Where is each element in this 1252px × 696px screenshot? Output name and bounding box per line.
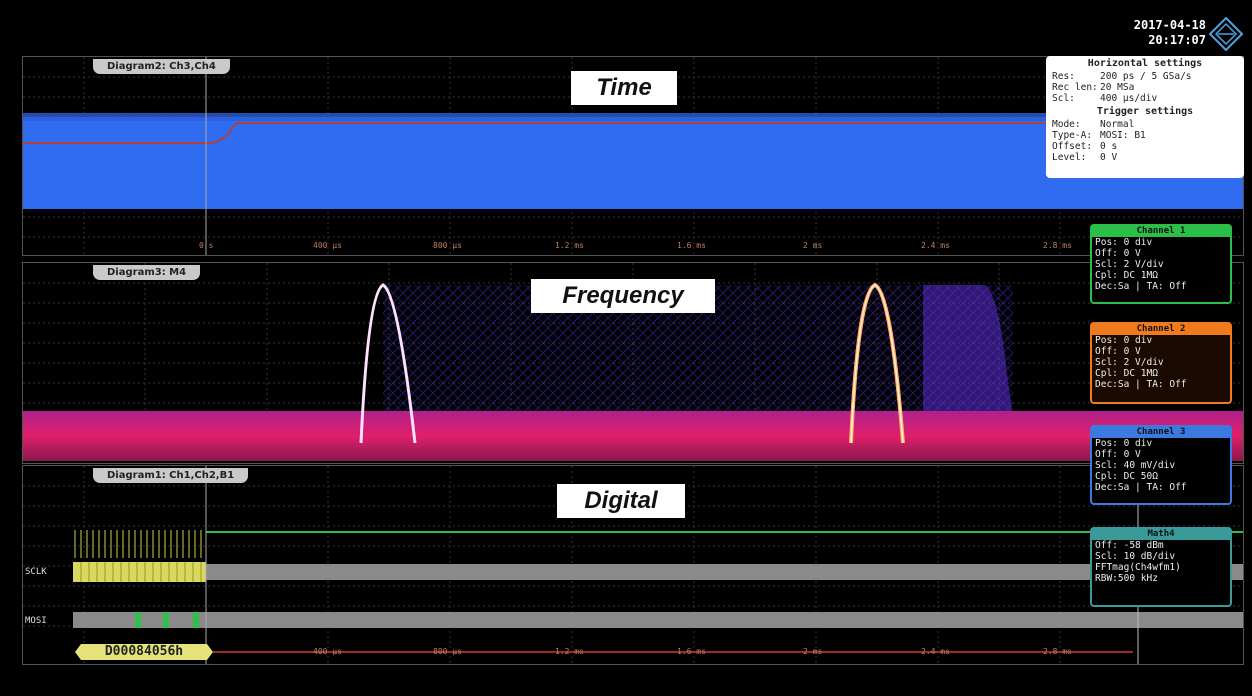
frequency-caption: Frequency (531, 279, 715, 313)
time-axis-label: 1.6 ms (677, 241, 706, 250)
ch4-waveform-band (23, 117, 1243, 209)
settings-row: Mode: Normal (1052, 119, 1135, 130)
settings-row: Res: 200 ps / 5 GSa/s (1052, 71, 1192, 82)
trigger-settings-title: Trigger settings (1096, 106, 1194, 117)
settings-row: Type-A: MOSI: B1 (1052, 130, 1146, 141)
time-axis-label: 2 ms (803, 241, 823, 250)
channel-setting: RBW:500 kHz (1095, 573, 1158, 584)
channel-setting: Cpl: DC 1MΩ (1095, 270, 1158, 281)
sclk-label: SCLK (25, 567, 47, 577)
time-axis-label: 2.4 ms (921, 241, 950, 250)
digital-axis-label: 800 µs (433, 647, 462, 656)
settings-row: Level: 0 V (1052, 152, 1118, 163)
digital-diagram[interactable]: Diagram1: Ch1,Ch2,B1 Digital SCLK MOSI D… (22, 465, 1244, 665)
digital-axis-label: 2.8 ms (1043, 647, 1072, 656)
digital-axis-label: 400 µs (313, 647, 342, 656)
time-axis-label: 400 µs (313, 241, 342, 250)
bus-value-label[interactable]: D00084056h (75, 644, 213, 660)
diagram3-tab[interactable]: Diagram3: M4 (93, 265, 201, 280)
date-label: 2017-04-18 (1133, 18, 1206, 32)
channel-setting: Cpl: DC 1MΩ (1095, 368, 1158, 379)
horizontal-settings-title: Horizontal settings (1087, 58, 1203, 69)
frequency-diagram[interactable]: Diagram3: M4 Frequency (22, 262, 1244, 464)
sclk-idle-band (206, 564, 1243, 580)
digital-axis-label: 2.4 ms (921, 647, 950, 656)
digital-axis-label: 1.2 ms (555, 647, 584, 656)
channel-setting: Scl: 2 V/div (1095, 357, 1164, 368)
mosi-band (73, 612, 1243, 628)
channel-setting: Dec:Sa | TA: Off (1095, 281, 1187, 292)
date-time-display: 2017-04-18 20:17:07 (1090, 18, 1206, 48)
channel-setting: Scl: 2 V/div (1095, 259, 1164, 270)
sclk-active-region (73, 562, 206, 582)
channel-setting: Off: 0 V (1095, 449, 1141, 460)
channel3-signal-box[interactable]: Channel 3 Pos: 0 div Off: 0 V Scl: 40 mV… (1090, 425, 1232, 505)
time-axis-label: 800 µs (433, 241, 462, 250)
time-caption: Time (571, 71, 677, 105)
channel-setting: Off: 0 V (1095, 248, 1141, 259)
channel-setting: Off: 0 V (1095, 346, 1141, 357)
diagram1-tab[interactable]: Diagram1: Ch1,Ch2,B1 (93, 468, 249, 483)
channel2-signal-box[interactable]: Channel 2 Pos: 0 div Off: 0 V Scl: 2 V/d… (1090, 322, 1232, 404)
channel-setting: Dec:Sa | TA: Off (1095, 482, 1187, 493)
horizontal-trigger-settings-panel[interactable]: Horizontal settings Res: 200 ps / 5 GSa/s… (1046, 56, 1244, 178)
spectrum-peak-1 (359, 283, 417, 444)
digital-diagram-plot (23, 466, 1243, 664)
channel1-signal-box[interactable]: Channel 1 Pos: 0 div Off: 0 V Scl: 2 V/d… (1090, 224, 1232, 304)
channel-setting: Pos: 0 div (1095, 237, 1153, 248)
settings-row: Offset: 0 s (1052, 141, 1118, 152)
channel-setting: Cpl: DC 50Ω (1095, 471, 1158, 482)
channel3-header: Channel 3 (1092, 427, 1230, 438)
channel-setting: Scl: 40 mV/div (1095, 460, 1176, 471)
time-diagram-plot (23, 57, 1243, 255)
channel-setting: FFTmag(Ch4wfm1) (1095, 562, 1181, 573)
digital-axis-label: 1.6 ms (677, 647, 706, 656)
digital-caption: Digital (557, 484, 685, 518)
channel2-header: Channel 2 (1092, 324, 1230, 335)
diagram2-tab[interactable]: Diagram2: Ch3,Ch4 (93, 59, 230, 74)
channel-setting: Dec:Sa | TA: Off (1095, 379, 1187, 390)
channel-setting: Off: -58 dBm (1095, 540, 1164, 551)
channel1-header: Channel 1 (1092, 226, 1230, 237)
math4-header: Math4 (1092, 529, 1230, 540)
channel-setting: Pos: 0 div (1095, 335, 1153, 346)
channel-setting: Pos: 0 div (1095, 438, 1153, 449)
spectrum-noise-floor (23, 411, 1243, 461)
time-label: 20:17:07 (1148, 33, 1206, 47)
digital-axis-label: 2 ms (803, 647, 823, 656)
rohde-schwarz-logo-icon (1208, 16, 1244, 52)
settings-row: Rec len: 20 MSa (1052, 82, 1135, 93)
time-diagram[interactable]: Diagram2: Ch3,Ch4 Time 0 s 400 µs 800 µs… (22, 56, 1244, 256)
math4-signal-box[interactable]: Math4 Off: -58 dBm Scl: 10 dB/div FFTmag… (1090, 527, 1232, 607)
mosi-label: MOSI (25, 616, 47, 626)
time-axis-label: 2.8 ms (1043, 241, 1072, 250)
ch3-waveform-trace (23, 122, 1243, 144)
settings-row: Scl: 400 µs/div (1052, 93, 1158, 104)
time-axis-label: 0 s (199, 241, 214, 250)
channel-setting: Scl: 10 dB/div (1095, 551, 1176, 562)
time-axis-label: 1.2 ms (555, 241, 584, 250)
